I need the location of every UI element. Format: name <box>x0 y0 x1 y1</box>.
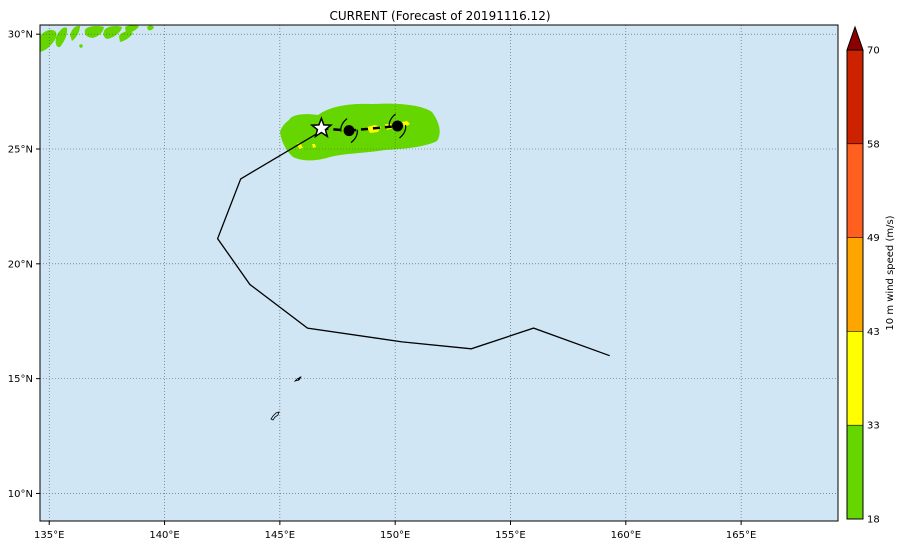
island-outline <box>270 411 280 421</box>
typhoon-symbol-icon <box>343 125 355 137</box>
typhoon-track <box>216 127 610 357</box>
wind-colorbar: 18 33 43 49 58 70 <box>846 25 880 526</box>
colorbar-segment <box>847 237 863 332</box>
lon-tick-label: 145°E <box>265 530 295 541</box>
storm-wind-patch <box>312 144 316 148</box>
lon-tick-label: 165°E <box>726 530 756 541</box>
typhoon-symbol-arm <box>350 129 358 144</box>
lat-tick-label: 10°N <box>8 489 33 500</box>
colorbar-segment <box>847 50 863 144</box>
lon-tick-label: 135°E <box>34 530 64 541</box>
current-position-star-icon <box>309 116 333 139</box>
gale-wind-area <box>79 44 83 48</box>
colorbar-tick-label: 49 <box>867 233 880 244</box>
typhoon-symbol-arm <box>340 118 348 132</box>
graticule <box>40 25 838 521</box>
gale-wind-area <box>55 27 68 48</box>
colorbar-tick-label: 58 <box>867 139 880 150</box>
gale-wind-area <box>119 31 133 42</box>
map-title: CURRENT (Forecast of 20191116.12) <box>329 9 550 23</box>
colorbar-segment <box>847 143 863 238</box>
lon-tick-label: 155°E <box>495 530 525 541</box>
colorbar-tick-label: 18 <box>867 515 880 526</box>
storm-wind-patch <box>402 121 410 127</box>
gale-wind-area <box>103 26 122 39</box>
islands <box>270 376 302 421</box>
typhoon-symbol-arm <box>388 113 396 128</box>
colorbar-tick-label: 33 <box>867 421 880 432</box>
axis-ticks: 135°E 140°E 145°E 150°E 155°E 160°E 165°E 10°N 1… <box>8 30 757 541</box>
lat-tick-label: 30°N <box>8 30 33 41</box>
lon-tick-label: 140°E <box>149 530 179 541</box>
gale-wind-area <box>70 25 80 41</box>
lon-tick-label: 150°E <box>380 530 410 541</box>
lat-tick-label: 15°N <box>8 374 33 385</box>
forecast-symbols <box>309 113 407 144</box>
typhoon-symbol-arm <box>399 124 407 139</box>
gale-wind-area <box>125 25 139 33</box>
lat-tick-label: 20°N <box>8 259 33 270</box>
colorbar-extend-arrow <box>846 25 864 51</box>
lat-tick-label: 25°N <box>8 145 33 156</box>
lon-tick-label: 160°E <box>611 530 641 541</box>
colorbar-tick-label: 70 <box>867 46 880 57</box>
ocean-background <box>40 25 838 521</box>
wind-areas <box>40 25 440 161</box>
colorbar-segment <box>847 425 863 519</box>
typhoon-symbol-icon <box>391 120 403 132</box>
colorbar-tick-label: 43 <box>867 327 880 338</box>
colorbar-segment <box>847 331 863 426</box>
gale-wind-area <box>40 29 57 52</box>
gale-wind-area <box>84 26 104 38</box>
colorbar-label: 10 m wind speed (m/s) <box>885 215 896 330</box>
gale-wind-area <box>280 103 440 161</box>
map-frame <box>39 24 839 522</box>
gale-wind-area <box>147 25 154 31</box>
island-outline <box>293 376 302 382</box>
